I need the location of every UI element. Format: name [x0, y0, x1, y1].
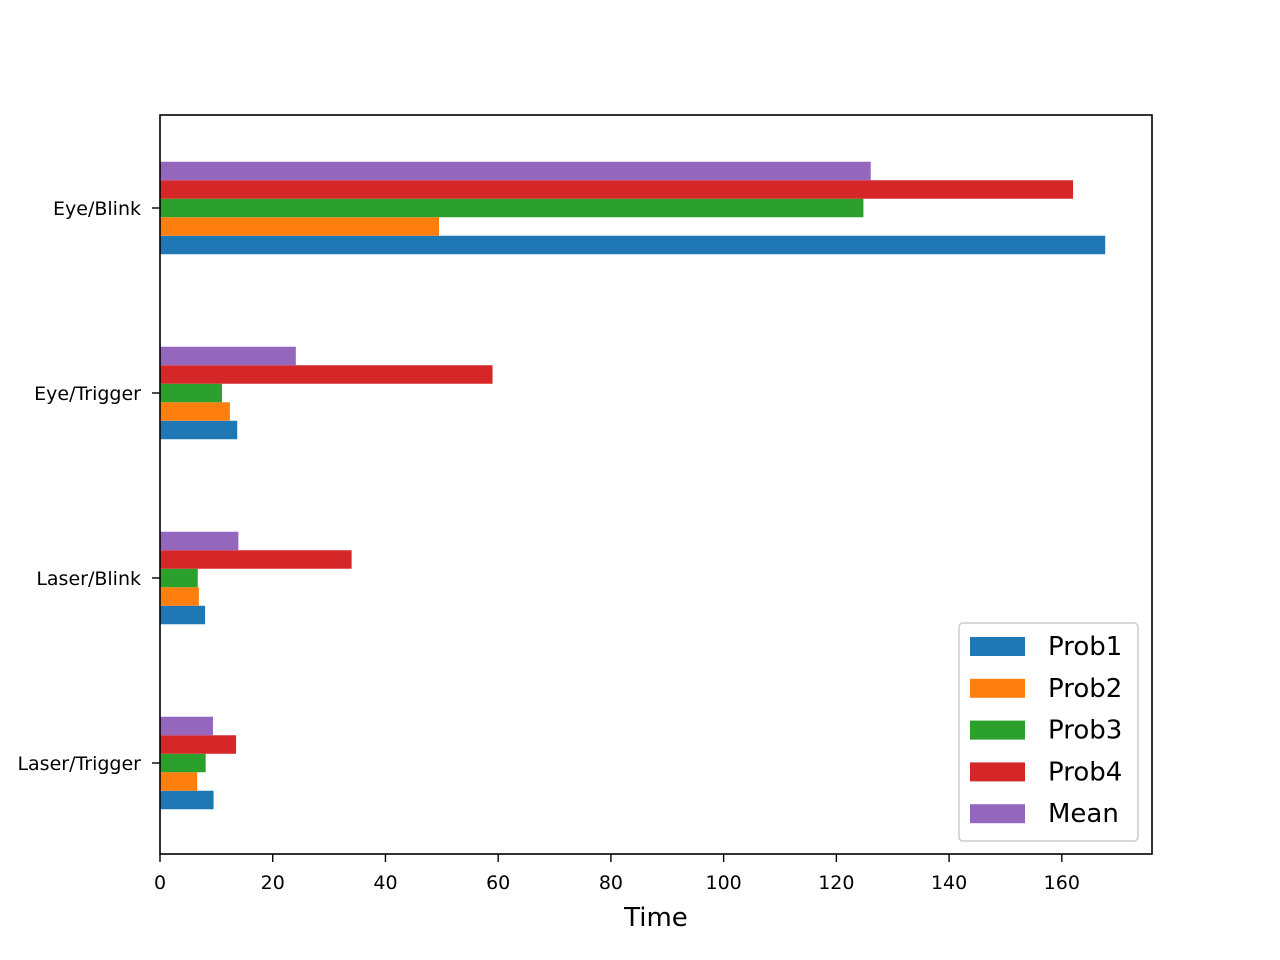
- bar-laser-blink-prob1: [160, 605, 206, 625]
- bar-eye-blink-prob4: [160, 180, 1074, 199]
- legend-label-prob3: Prob3: [1048, 716, 1122, 746]
- y-axis-ticks: Laser/Trigger Laser/Blink Eye/Trigger Eye/B…: [17, 198, 160, 775]
- y-tick-label: Eye/Trigger: [34, 383, 141, 405]
- legend-swatch-prob4: [970, 762, 1025, 782]
- x-tick-label: 160: [1044, 872, 1080, 894]
- bar-laser-trigger-prob2: [160, 772, 198, 791]
- x-tick-label: 120: [818, 872, 854, 894]
- x-tick-label: 60: [486, 872, 510, 894]
- bar-eye-trigger-prob4: [160, 365, 493, 384]
- x-tick-label: 40: [373, 872, 397, 894]
- legend-label-prob4: Prob4: [1048, 757, 1122, 787]
- legend-swatch-prob2: [970, 678, 1025, 698]
- bar-laser-trigger-prob3: [160, 753, 206, 773]
- x-tick-label: 0: [154, 872, 166, 894]
- bars-group: [160, 161, 1106, 810]
- legend-label-mean: Mean: [1048, 799, 1119, 829]
- bar-laser-blink-prob4: [160, 550, 352, 569]
- legend: Prob1 Prob2 Prob3 Prob4 Mean: [958, 622, 1139, 842]
- bar-eye-blink-prob1: [160, 235, 1106, 255]
- y-tick-label: Laser/Blink: [36, 568, 141, 590]
- bar-eye-blink-prob3: [160, 198, 864, 218]
- bar-eye-blink-prob2: [160, 217, 439, 236]
- y-tick-label: Laser/Trigger: [17, 753, 141, 775]
- x-axis-label: Time: [623, 903, 688, 933]
- bar-eye-blink-mean: [160, 161, 871, 181]
- bar-laser-blink-mean: [160, 531, 239, 551]
- bar-laser-trigger-prob4: [160, 735, 237, 754]
- legend-swatch-prob3: [970, 720, 1025, 740]
- legend-swatch-prob1: [970, 637, 1025, 656]
- x-tick-label: 80: [599, 872, 623, 894]
- x-tick-label: 140: [931, 872, 967, 894]
- bar-laser-trigger-prob1: [160, 790, 214, 810]
- bar-laser-blink-prob3: [160, 568, 198, 588]
- y-tick-label: Eye/Blink: [53, 198, 141, 220]
- bar-eye-trigger-mean: [160, 346, 296, 366]
- legend-label-prob2: Prob2: [1048, 674, 1122, 704]
- bar-laser-blink-prob2: [160, 587, 199, 606]
- plot-area-frame: [159, 114, 1153, 855]
- x-tick-label: 100: [706, 872, 742, 894]
- legend-label-prob1: Prob1: [1048, 632, 1122, 662]
- bar-eye-trigger-prob1: [160, 420, 238, 440]
- bar-eye-trigger-prob3: [160, 383, 222, 403]
- legend-swatch-mean: [970, 804, 1025, 824]
- bar-laser-trigger-mean: [160, 716, 213, 736]
- x-axis-ticks: 0 20 40 60 80 100 120 140 160: [154, 854, 1080, 894]
- bar-eye-trigger-prob2: [160, 402, 230, 421]
- legend-frame: [958, 622, 1139, 842]
- x-tick-label: 20: [261, 872, 285, 894]
